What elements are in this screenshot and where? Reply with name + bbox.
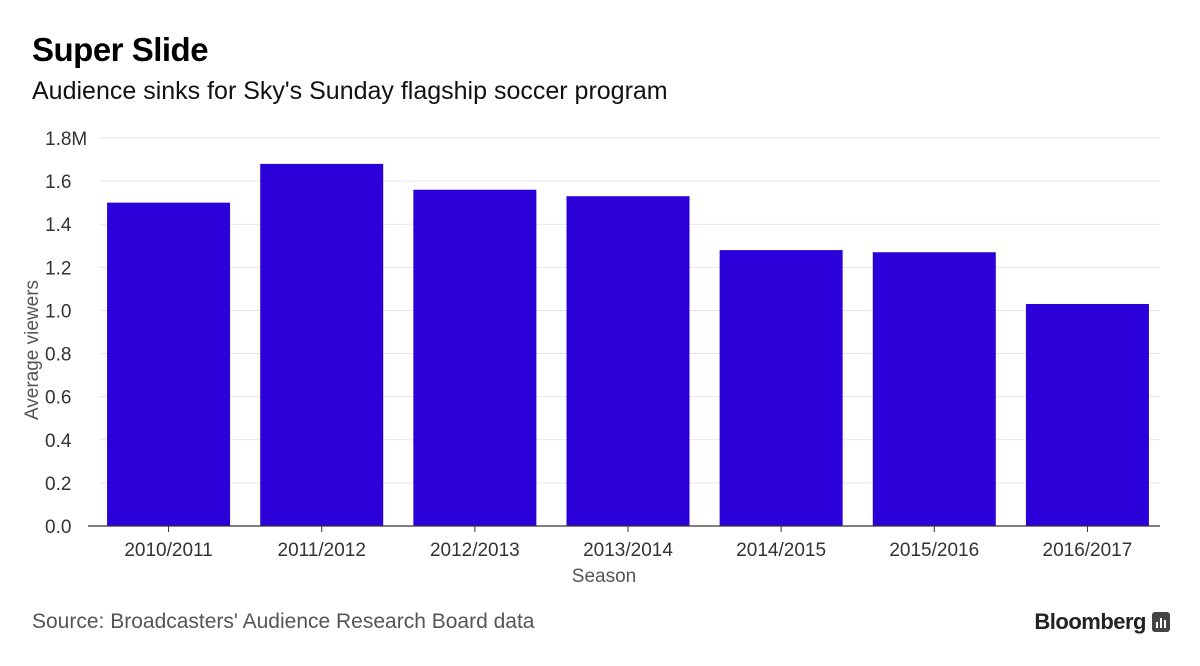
brand-logo: Bloomberg [1034,608,1170,636]
y-tick-label: 1.0 [45,301,71,322]
bloomberg-terminal-icon [1152,612,1170,632]
y-tick-label: 1.4 [45,215,72,236]
bar [107,202,231,526]
y-tick-label: 1.8M [45,129,87,150]
bar [413,189,537,526]
bar [260,163,384,526]
x-tick-label: 2014/2015 [736,540,826,561]
bar-chart: 0.0 0.2 0.4 0.6 0.8 1.0 1.2 1.4 1.6 1.8M 2010/2011… [22,129,1160,587]
y-tick-label: 0.8 [45,345,71,366]
y-tick-label: 0.6 [45,388,71,409]
x-tick-label: 2010/2011 [124,540,212,561]
x-tick-label: 2011/2012 [278,540,366,561]
brand-name: Bloomberg [1034,609,1146,634]
bar [1025,303,1149,526]
axes: 0.0 0.2 0.4 0.6 0.8 1.0 1.2 1.4 1.6 1.8M 2010/2011… [45,129,1160,561]
x-tick-label: 2015/2016 [889,540,979,561]
y-tick-label: 0.2 [45,474,71,495]
x-tick-label: 2013/2014 [583,540,673,561]
x-tick-label: 2016/2017 [1043,540,1133,561]
chart-title: Super Slide [32,31,209,68]
y-axis-label: Average viewers [22,280,43,420]
x-axis-label: Season [572,566,636,587]
y-tick-label: 1.6 [45,172,71,193]
y-tick-label: 1.2 [45,258,71,279]
bars [107,163,1149,527]
source-note: Source: Broadcasters' Audience Research … [32,610,535,633]
x-tick-label: 2012/2013 [430,540,520,561]
bar [872,252,996,526]
bar [566,196,690,526]
chart-subtitle: Audience sinks for Sky's Sunday flagship… [32,77,668,105]
y-tick-label: 0.4 [45,431,72,452]
bar [719,250,843,527]
y-tick-label: 0.0 [45,517,71,538]
